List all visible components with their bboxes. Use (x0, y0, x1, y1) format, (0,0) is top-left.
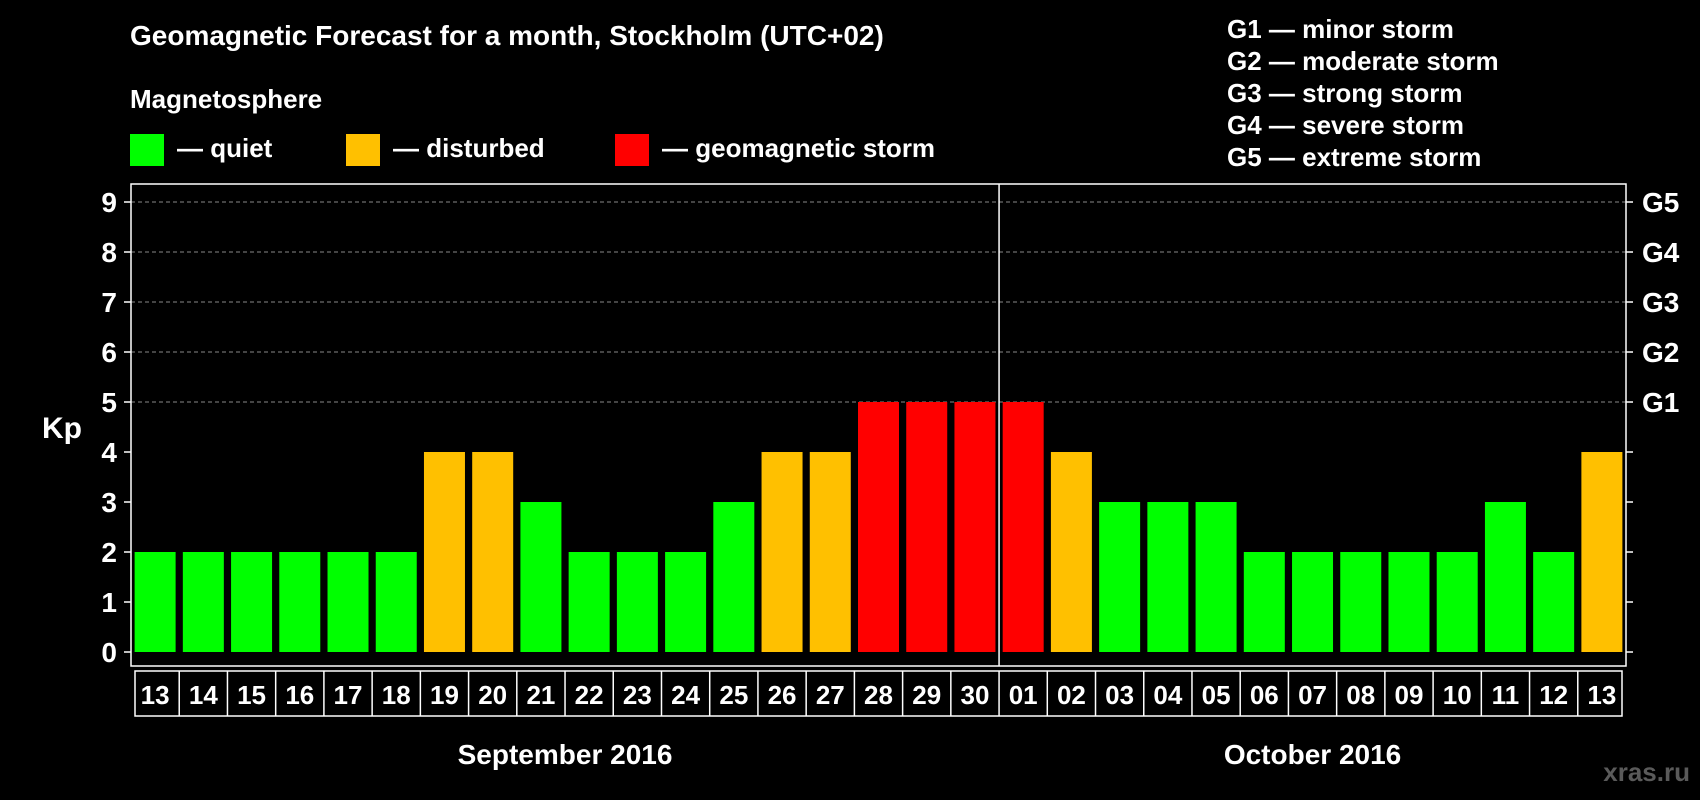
y-tick-label-8: 8 (101, 237, 117, 268)
y-tick-label-1: 1 (101, 587, 117, 618)
legend-swatch-storm (615, 134, 649, 166)
right-axis-label-g3: G3 (1642, 287, 1679, 318)
day-label-7: 20 (478, 680, 507, 710)
y-tick-label-2: 2 (101, 537, 117, 568)
day-label-4: 17 (334, 680, 363, 710)
legend-swatch-quiet (130, 134, 164, 166)
day-label-13: 26 (768, 680, 797, 710)
day-label-24: 07 (1298, 680, 1327, 710)
bar-12 (713, 502, 755, 652)
bar-27 (1436, 552, 1478, 652)
day-label-0: 13 (141, 680, 170, 710)
bar-3 (279, 552, 321, 652)
day-label-23: 06 (1250, 680, 1279, 710)
chart-title: Geomagnetic Forecast for a month, Stockh… (130, 20, 884, 51)
day-label-5: 18 (382, 680, 411, 710)
day-label-10: 23 (623, 680, 652, 710)
bar-1 (182, 552, 224, 652)
day-label-29: 12 (1539, 680, 1568, 710)
bar-8 (520, 502, 562, 652)
day-label-1: 14 (189, 680, 218, 710)
legend-swatch-disturbed (346, 134, 380, 166)
day-label-21: 04 (1153, 680, 1182, 710)
bar-10 (616, 552, 658, 652)
bar-26 (1388, 552, 1430, 652)
y-tick-label-6: 6 (101, 337, 117, 368)
day-label-20: 03 (1105, 680, 1134, 710)
month-label-0: September 2016 (458, 739, 673, 770)
day-label-30: 13 (1587, 680, 1616, 710)
storm-scale-g4: G4 — severe storm (1227, 110, 1465, 140)
bar-0 (134, 552, 176, 652)
day-label-strip (134, 670, 1623, 717)
legend-label-storm: — geomagnetic storm (662, 133, 936, 163)
legend-label-disturbed: — disturbed (393, 133, 545, 163)
bar-21 (1147, 502, 1189, 652)
legend-label-quiet: — quiet (177, 133, 273, 163)
day-label-19: 02 (1057, 680, 1086, 710)
bar-14 (809, 452, 851, 652)
legend-title: Magnetosphere (130, 84, 323, 114)
bar-6 (423, 452, 465, 652)
y-tick-label-5: 5 (101, 387, 117, 418)
day-label-12: 25 (719, 680, 748, 710)
day-label-2: 15 (237, 680, 266, 710)
day-label-27: 10 (1443, 680, 1472, 710)
bar-20 (1099, 502, 1141, 652)
plot-frame (130, 183, 1627, 667)
y-tick-label-9: 9 (101, 187, 117, 218)
bar-30 (1581, 452, 1623, 652)
bar-23 (1243, 552, 1285, 652)
bar-4 (327, 552, 369, 652)
bar-9 (568, 552, 610, 652)
y-axis-label: Kp (42, 412, 82, 445)
day-label-28: 11 (1492, 680, 1520, 710)
right-axis-label-g2: G2 (1642, 337, 1679, 368)
y-tick-label-7: 7 (101, 287, 117, 318)
day-label-14: 27 (816, 680, 845, 710)
bar-7 (472, 452, 514, 652)
y-tick-label-4: 4 (101, 437, 117, 468)
storm-scale-g2: G2 — moderate storm (1227, 46, 1499, 76)
bar-25 (1340, 552, 1382, 652)
day-label-17: 30 (960, 680, 989, 710)
y-tick-label-0: 0 (101, 637, 117, 668)
y-tick-label-3: 3 (101, 487, 117, 518)
right-axis-label-g4: G4 (1642, 237, 1680, 268)
day-label-11: 24 (671, 680, 700, 710)
storm-scale-g3: G3 — strong storm (1227, 78, 1463, 108)
day-label-3: 16 (285, 680, 314, 710)
bar-13 (761, 452, 803, 652)
bar-15 (858, 402, 899, 652)
bar-11 (665, 552, 707, 652)
bar-5 (375, 552, 417, 652)
bar-28 (1484, 502, 1526, 652)
watermark: xras.ru (1603, 757, 1690, 787)
day-label-25: 08 (1346, 680, 1375, 710)
bar-17 (954, 402, 996, 652)
bar-22 (1195, 502, 1237, 652)
right-axis-label-g1: G1 (1642, 387, 1679, 418)
day-label-18: 01 (1009, 680, 1038, 710)
day-label-9: 22 (575, 680, 604, 710)
bar-19 (1050, 452, 1092, 652)
day-label-26: 09 (1395, 680, 1424, 710)
day-label-8: 21 (526, 680, 555, 710)
day-label-6: 19 (430, 680, 459, 710)
day-label-16: 29 (912, 680, 941, 710)
bar-29 (1533, 552, 1575, 652)
bar-2 (231, 552, 273, 652)
storm-scale-g1: G1 — minor storm (1227, 14, 1454, 44)
bar-24 (1292, 552, 1334, 652)
day-label-22: 05 (1202, 680, 1231, 710)
right-axis-label-g5: G5 (1642, 187, 1679, 218)
day-label-15: 28 (864, 680, 893, 710)
bar-16 (906, 402, 948, 652)
month-label-1: October 2016 (1224, 739, 1401, 770)
storm-scale-g5: G5 — extreme storm (1227, 142, 1482, 172)
bar-18 (1002, 402, 1044, 652)
